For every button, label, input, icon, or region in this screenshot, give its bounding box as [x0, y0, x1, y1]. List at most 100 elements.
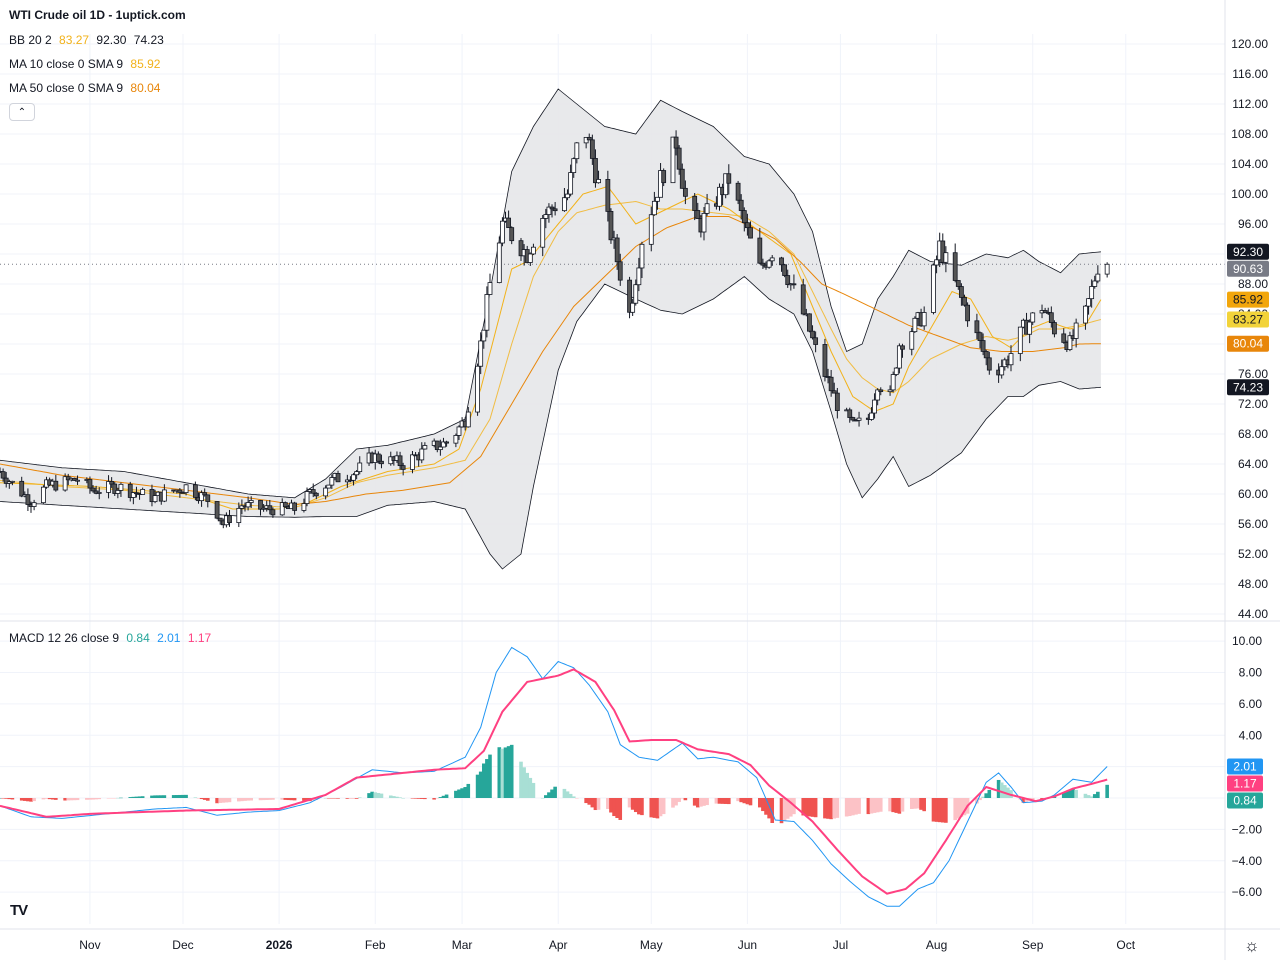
price-badge [1227, 792, 1263, 809]
macd-histogram-bar [199, 798, 204, 800]
tradingview-logo[interactable]: TV [10, 902, 28, 919]
candle-body [1030, 312, 1036, 323]
candle-body [1008, 353, 1014, 366]
macd-histogram-bar [286, 798, 291, 801]
macd-axis-tick: −6.00 [1232, 885, 1263, 899]
legend-ma10-label: MA 10 close 0 SMA 9 [9, 57, 124, 71]
macd-histogram-bar [745, 798, 750, 805]
macd-histogram-bar [742, 798, 747, 804]
candle-body [900, 345, 905, 350]
macd-histogram-bar [454, 790, 458, 798]
macd-histogram-bar [373, 792, 378, 798]
macd-histogram-bar [717, 798, 722, 804]
candle-body [282, 502, 288, 508]
macd-histogram-bar [984, 793, 989, 798]
candle-body [3, 477, 9, 484]
price-badge-label: 92.30 [1233, 245, 1263, 259]
collapse-legend-button[interactable]: ⌃ [9, 103, 35, 121]
candle-body [921, 312, 927, 327]
candle-body [419, 448, 425, 461]
macd-histogram-bar [264, 798, 269, 800]
candle-body [974, 320, 980, 334]
candle-body [785, 275, 791, 286]
macd-histogram-bar [271, 798, 275, 800]
legend-ma50[interactable]: MA 50 close 0 SMA 9 80.04 [9, 81, 164, 95]
candle-body [329, 477, 335, 486]
time-axis-tick: May [640, 938, 663, 952]
legend-macd[interactable]: MACD 12 26 close 9 0.84 2.01 1.17 [9, 631, 215, 645]
macd-histogram-bar [844, 798, 849, 817]
candle-body [586, 136, 592, 141]
candle-body [822, 344, 828, 377]
candle-body [72, 477, 77, 481]
candle-body [540, 218, 546, 248]
candle-body [543, 214, 549, 219]
price-badge-label: 0.84 [1233, 793, 1257, 807]
macd-histogram-bar [978, 798, 982, 801]
macd-histogram-bar [4, 798, 9, 799]
macd-histogram-bar [292, 798, 297, 801]
candle-body [872, 399, 877, 414]
price-badge [1227, 243, 1269, 260]
macd-histogram-bar [7, 798, 12, 800]
legend-ma10[interactable]: MA 10 close 0 SMA 9 85.92 [9, 57, 164, 71]
candle-body [279, 502, 285, 516]
price-axis-tick: 120.00 [1231, 37, 1268, 51]
candle-body [183, 484, 189, 493]
candle-body [912, 317, 918, 333]
macd-histogram-bar [875, 798, 880, 813]
macd-histogram-bar [913, 798, 917, 809]
macd-histogram-bar [671, 798, 675, 808]
candle-body [351, 474, 356, 481]
macd-histogram-bar [218, 798, 222, 803]
macd-histogram-bar [869, 798, 874, 814]
macd-histogram-bar [1, 798, 5, 799]
candle-body [1052, 322, 1057, 335]
macd-histogram-bar [283, 798, 288, 800]
macd-histogram-bar [813, 798, 818, 818]
macd-histogram-bar [481, 763, 486, 798]
candle-body [509, 227, 515, 242]
candle-body [487, 282, 493, 295]
macd-histogram-bar [348, 798, 353, 799]
price-axis-tick: 68.00 [1238, 427, 1268, 441]
candle-body [568, 172, 574, 195]
price-badge [1227, 379, 1269, 396]
macd-histogram-bar [528, 777, 533, 798]
ma50-line [0, 216, 1101, 506]
macd-histogram-bar [550, 789, 554, 798]
candle-body [983, 351, 989, 359]
macd-histogram-bar [962, 798, 967, 816]
time-axis-tick: Mar [452, 938, 473, 952]
macd-histogram-bar [413, 798, 418, 799]
macd-histogram-bar [351, 798, 356, 799]
macd-histogram-bar [153, 795, 157, 798]
macd-histogram-bar [367, 793, 371, 798]
candle-body [313, 492, 319, 497]
macd-histogram-bar [1086, 795, 1091, 798]
gear-icon[interactable]: ☼ [1244, 936, 1260, 955]
price-axis-tick: 88.00 [1238, 277, 1268, 291]
macd-histogram-bar [1071, 788, 1075, 798]
candle-body [896, 345, 902, 369]
macd-histogram-bar [410, 798, 415, 799]
candle-body [267, 505, 273, 511]
macd-histogram-bar [944, 798, 948, 823]
time-axis-tick: Dec [172, 938, 193, 952]
candle-body [571, 158, 577, 173]
macd-histogram-bar [779, 798, 784, 824]
candle-body [627, 279, 632, 313]
candle-body [847, 409, 853, 418]
macd-histogram-bar [66, 798, 71, 801]
macd-histogram-bar [999, 782, 1004, 798]
candle-body [245, 502, 251, 508]
candle-body [769, 257, 775, 262]
macd-histogram-bar [692, 798, 697, 806]
macd-histogram-bar [878, 798, 883, 812]
legend-bb[interactable]: BB 20 2 83.27 92.30 74.23 [9, 33, 168, 47]
macd-histogram-bar [590, 798, 595, 808]
candle-body [890, 374, 896, 391]
macd-histogram-bar [575, 798, 579, 799]
macd-histogram-bar [658, 798, 663, 817]
